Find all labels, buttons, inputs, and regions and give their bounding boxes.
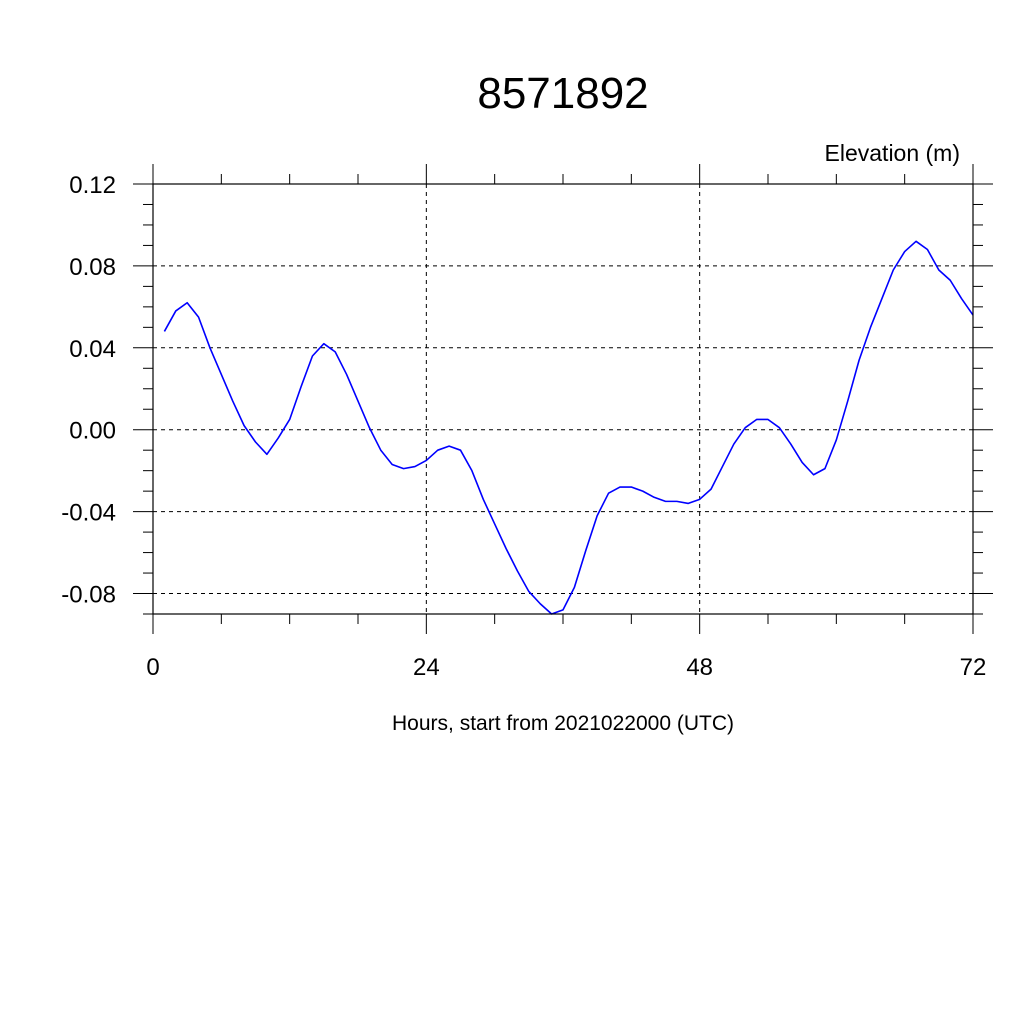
axis-ticks	[133, 164, 993, 634]
y-tick-label: -0.08	[61, 582, 116, 609]
y-tick-label: -0.04	[61, 500, 116, 527]
y-tick-label: 0.04	[69, 336, 116, 363]
y-tick-label: 0.12	[69, 172, 116, 199]
y-tick-label: 0.08	[69, 254, 116, 281]
chart-title: 8571892	[477, 69, 648, 118]
y-tick-label: 0.00	[69, 418, 116, 445]
plot-frame	[152, 183, 974, 615]
tick-labels: 0.12 0.08 0.04 0.00 -0.04 -0.08 0 24 48 72	[61, 172, 986, 681]
x-tick-label: 48	[686, 654, 713, 681]
grid-lines	[153, 183, 973, 614]
series-line	[163, 240, 974, 615]
x-tick-label: 24	[413, 654, 440, 681]
series-layer	[163, 240, 974, 615]
x-tick-label: 0	[146, 654, 159, 681]
x-axis-label: Hours, start from 2021022000 (UTC)	[392, 712, 734, 735]
y-axis-label: Elevation (m)	[825, 140, 960, 166]
x-tick-label: 72	[960, 654, 987, 681]
